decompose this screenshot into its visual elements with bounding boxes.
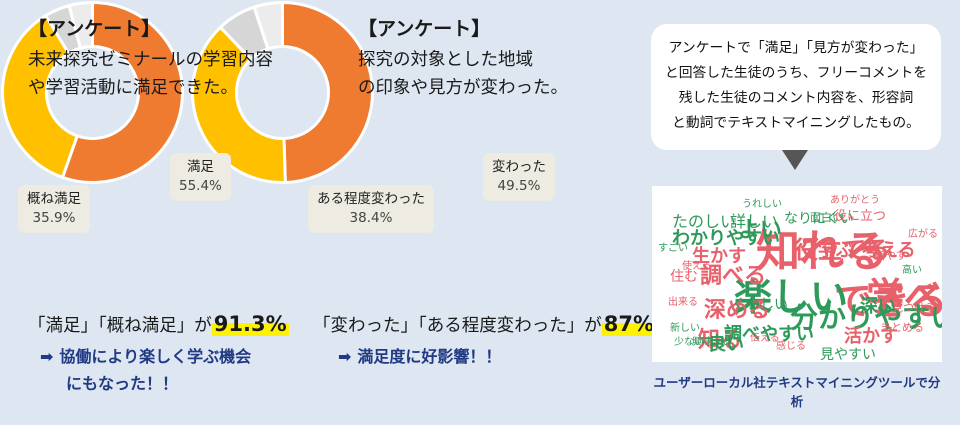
- word-cloud-word: 活かす: [844, 326, 898, 347]
- donut-slice-1: [60, 0, 184, 184]
- word-cloud-word: 考える: [862, 240, 916, 261]
- bubble-line3: 残した生徒のコメント内容を、形容詞: [678, 90, 914, 106]
- survey-2-heading: 【アンケート】: [358, 18, 491, 40]
- word-cloud-word: 住む: [670, 269, 698, 285]
- survey-2-summary-text: 「変わった」「ある程度変わった」が: [313, 316, 602, 336]
- word-cloud-word: 学ぶ: [818, 240, 854, 261]
- bubble-line1: アンケートで「満足」「見方が変わった」: [668, 40, 924, 56]
- callout-value: 35.9%: [32, 210, 76, 226]
- word-cloud-word: うれしい: [742, 199, 782, 210]
- word-cloud-word: 増やす: [874, 249, 907, 262]
- word-cloud-word: ありがとう: [830, 195, 880, 206]
- word-cloud-word: 見つける: [892, 301, 936, 314]
- word-cloud-word: よい: [738, 218, 783, 243]
- word-cloud-word: 生かす: [692, 246, 746, 267]
- arrow-right-icon: ➡: [40, 347, 54, 366]
- word-cloud-word: 使える: [682, 261, 712, 272]
- word-cloud-word: なりにくい: [784, 211, 854, 227]
- survey-1-callout-satisfied: 満足 55.4%: [170, 153, 231, 201]
- word-cloud-word: 興味深い: [692, 337, 732, 348]
- survey-1-question-line1: 未来探究ゼミナールの学習内容: [28, 50, 273, 70]
- word-cloud-word: 調べる: [700, 264, 767, 289]
- word-cloud-word: 深める: [704, 298, 771, 323]
- callout-label: 満足: [186, 159, 214, 175]
- word-cloud-word: まとめる: [880, 321, 924, 334]
- survey-1-effect-line1: 協働により楽しく学ぶ機会: [59, 347, 252, 366]
- survey-1-question: 未来探究ゼミナールの学習内容 や学習活動に満足できた。: [28, 46, 273, 102]
- survey-2-question-line2: の印象や見方が変わった。: [358, 78, 568, 98]
- survey-2-callout-somewhat-changed: ある程度変わった 38.4%: [308, 185, 434, 233]
- word-cloud-word: 深い: [860, 296, 896, 317]
- donut-slice-2: [1, 13, 80, 180]
- bubble-pointer-icon: [782, 150, 808, 170]
- survey-2-question-line1: 探究の対象とした地域: [358, 50, 533, 70]
- survey-2-callout-changed: 変わった 49.5%: [483, 153, 555, 201]
- word-cloud-word: 調べやすい: [724, 324, 814, 345]
- word-cloud-word: 感じる: [776, 341, 806, 352]
- survey-2-question: 探究の対象とした地域 の印象や見方が変わった。: [358, 46, 568, 102]
- word-cloud-word: 高い: [902, 265, 922, 276]
- callout-value: 49.5%: [497, 178, 541, 194]
- survey-2-effect-line1: 満足度に好影響！！: [357, 347, 502, 366]
- survey-1-question-line2: や学習活動に満足できた。: [28, 78, 238, 98]
- survey-2-donut-chart: [191, 0, 375, 185]
- word-cloud-word: 出来る: [668, 297, 698, 308]
- survey-1-callout-mostly-satisfied: 概ね満足 35.9%: [18, 185, 90, 233]
- word-cloud-word: わかりやすい: [672, 228, 780, 249]
- survey-2-summary-value: 87%: [601, 312, 657, 336]
- bubble-line2: と回答した生徒のうち、フリーコメントを: [664, 65, 928, 81]
- survey-1-heading: 【アンケート】: [28, 18, 161, 40]
- callout-label: 変わった: [492, 159, 546, 175]
- survey-2-effect: ➡ 満足度に好影響！！: [338, 343, 501, 370]
- word-cloud-word: 分かりやすい: [790, 301, 942, 334]
- word-cloud-word: 良い: [708, 334, 744, 355]
- bubble-line4: と動詞でテキストマイニングしたもの。: [672, 115, 920, 131]
- word-cloud-word: 楽しい: [734, 275, 849, 319]
- word-cloud-word: できる: [834, 279, 942, 323]
- word-cloud-word: 広がる: [908, 229, 938, 240]
- survey-1-summary-value: 91.3%: [211, 312, 289, 336]
- analysis-caption: ユーザーローカル社テキストマイニングツールで分析: [653, 375, 941, 409]
- word-cloud-word: 詳しい: [730, 212, 779, 231]
- word-cloud-word: 役立てる: [794, 236, 890, 264]
- word-cloud-word: 新しい: [670, 323, 700, 334]
- word-cloud-word: 役に立つ: [834, 209, 887, 224]
- word-cloud-word: くわしい: [732, 297, 788, 313]
- survey-2-summary: 「変わった」「ある程度変わった」が87%: [313, 312, 657, 337]
- word-cloud-word: 知る: [698, 328, 743, 353]
- survey-1-donut-chart: [1, 0, 184, 184]
- word-cloud-word: 見やすい: [820, 347, 876, 362]
- word-cloud-word: 少ない: [674, 337, 704, 348]
- callout-label: ある程度変わった: [317, 191, 425, 207]
- donut-slice-4: [252, 0, 285, 51]
- survey-1-effect: ➡ 協働により楽しく学ぶ機会 にもなった！！: [40, 343, 251, 397]
- word-cloud-word: すごい: [658, 243, 688, 254]
- explanation-bubble: アンケートで「満足」「見方が変わった」 と回答した生徒のうち、フリーコメントを …: [651, 24, 941, 150]
- word-cloud-word: 知れる: [756, 226, 888, 277]
- word-cloud-word: たのしい: [672, 212, 737, 231]
- survey-1-summary: 「満足」「概ね満足」が91.3%: [28, 312, 289, 337]
- survey-1-effect-line2: にもなった！！: [66, 374, 179, 393]
- survey-1-summary-text: 「満足」「概ね満足」が: [28, 316, 212, 336]
- donut-slice-1: [281, 0, 375, 185]
- callout-value: 38.4%: [349, 210, 393, 226]
- word-cloud-word: 伝える: [750, 333, 780, 344]
- arrow-right-icon: ➡: [338, 347, 352, 366]
- word-cloud-word: 面白い: [810, 211, 843, 224]
- word-cloud-word: 学べる: [866, 275, 942, 319]
- donut-slice-4: [67, 0, 94, 50]
- callout-value: 55.4%: [179, 178, 222, 194]
- callout-label: 概ね満足: [27, 191, 81, 207]
